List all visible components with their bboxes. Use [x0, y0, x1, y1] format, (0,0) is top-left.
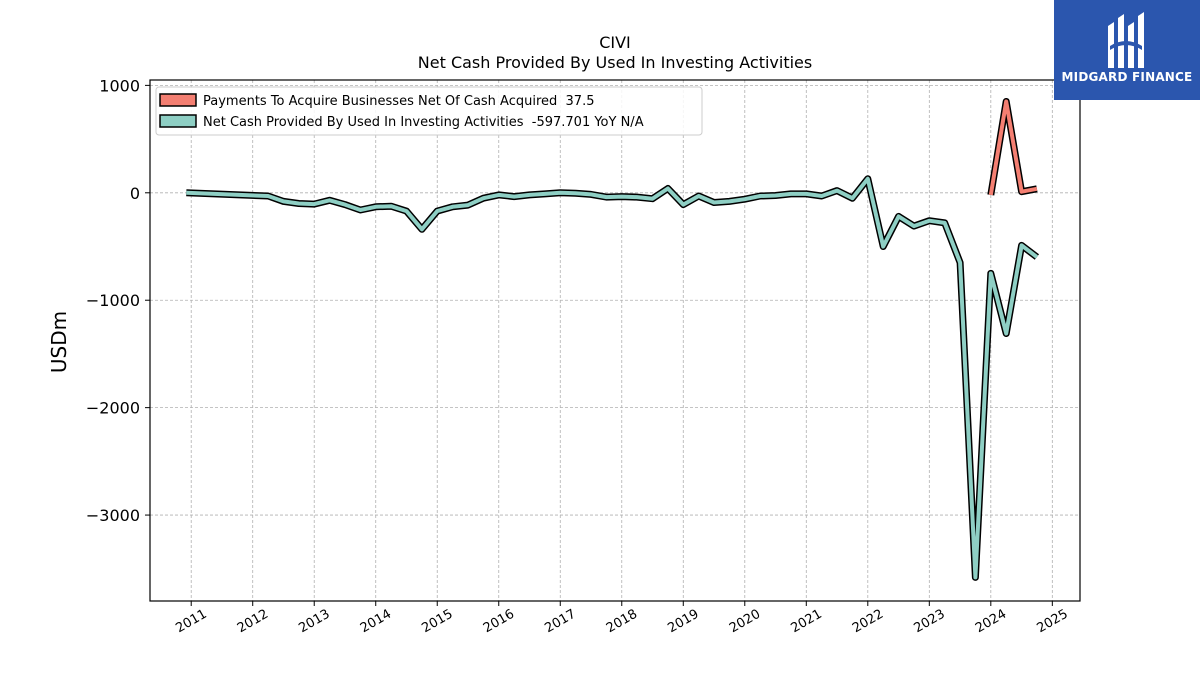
midgard-logo-icon — [1108, 12, 1144, 68]
x-tick-label: 2022 — [850, 607, 886, 637]
grid — [150, 80, 1080, 601]
y-axis: 1000 0 −1000 −2000 −3000 — [86, 76, 150, 525]
series-line-payments — [988, 99, 1038, 196]
x-tick-label: 2017 — [542, 607, 578, 637]
x-tick-label: 2015 — [419, 607, 455, 637]
series-line-investing — [186, 176, 1039, 580]
x-tick-label: 2018 — [604, 607, 640, 637]
x-tick-label: 2013 — [296, 607, 332, 637]
y-tick-label: −2000 — [86, 399, 140, 418]
legend-label-payments: Payments To Acquire Businesses Net Of Ca… — [203, 94, 595, 109]
x-tick-label: 2021 — [788, 607, 824, 637]
plot-lines — [186, 98, 1040, 581]
y-tick-label: 0 — [130, 184, 140, 203]
chart-title: CIVI — [599, 33, 631, 52]
x-tick-label: 2016 — [481, 607, 517, 637]
x-tick-label: 2020 — [727, 607, 763, 637]
y-tick-label: −1000 — [86, 291, 140, 310]
x-tick-label: 2014 — [358, 607, 394, 637]
logo-text: MIDGARD FINANCE — [1061, 70, 1193, 84]
x-tick-label: 2023 — [911, 607, 947, 637]
y-tick-label: −3000 — [86, 506, 140, 525]
x-tick-label: 2012 — [235, 607, 271, 637]
legend: Payments To Acquire Businesses Net Of Ca… — [155, 86, 703, 136]
chart-subtitle: Net Cash Provided By Used In Investing A… — [418, 53, 812, 72]
y-axis-label: USDm — [47, 311, 71, 373]
legend-label-investing: Net Cash Provided By Used In Investing A… — [203, 115, 644, 130]
midgard-finance-logo: MIDGARD FINANCE — [1054, 0, 1200, 100]
legend-box — [155, 86, 703, 136]
legend-swatch-payments — [159, 93, 197, 107]
x-tick-label: 2024 — [973, 607, 1009, 637]
x-tick-label: 2025 — [1034, 607, 1070, 637]
legend-swatch-investing — [159, 114, 197, 128]
plot-frame — [149, 79, 1081, 602]
x-axis: 2011 2012 2013 2014 2015 2016 2017 2018 2019 2020… — [173, 601, 1071, 637]
x-tick-label: 2011 — [173, 607, 209, 637]
y-tick-label: 1000 — [99, 76, 140, 95]
x-tick-label: 2019 — [665, 607, 701, 637]
